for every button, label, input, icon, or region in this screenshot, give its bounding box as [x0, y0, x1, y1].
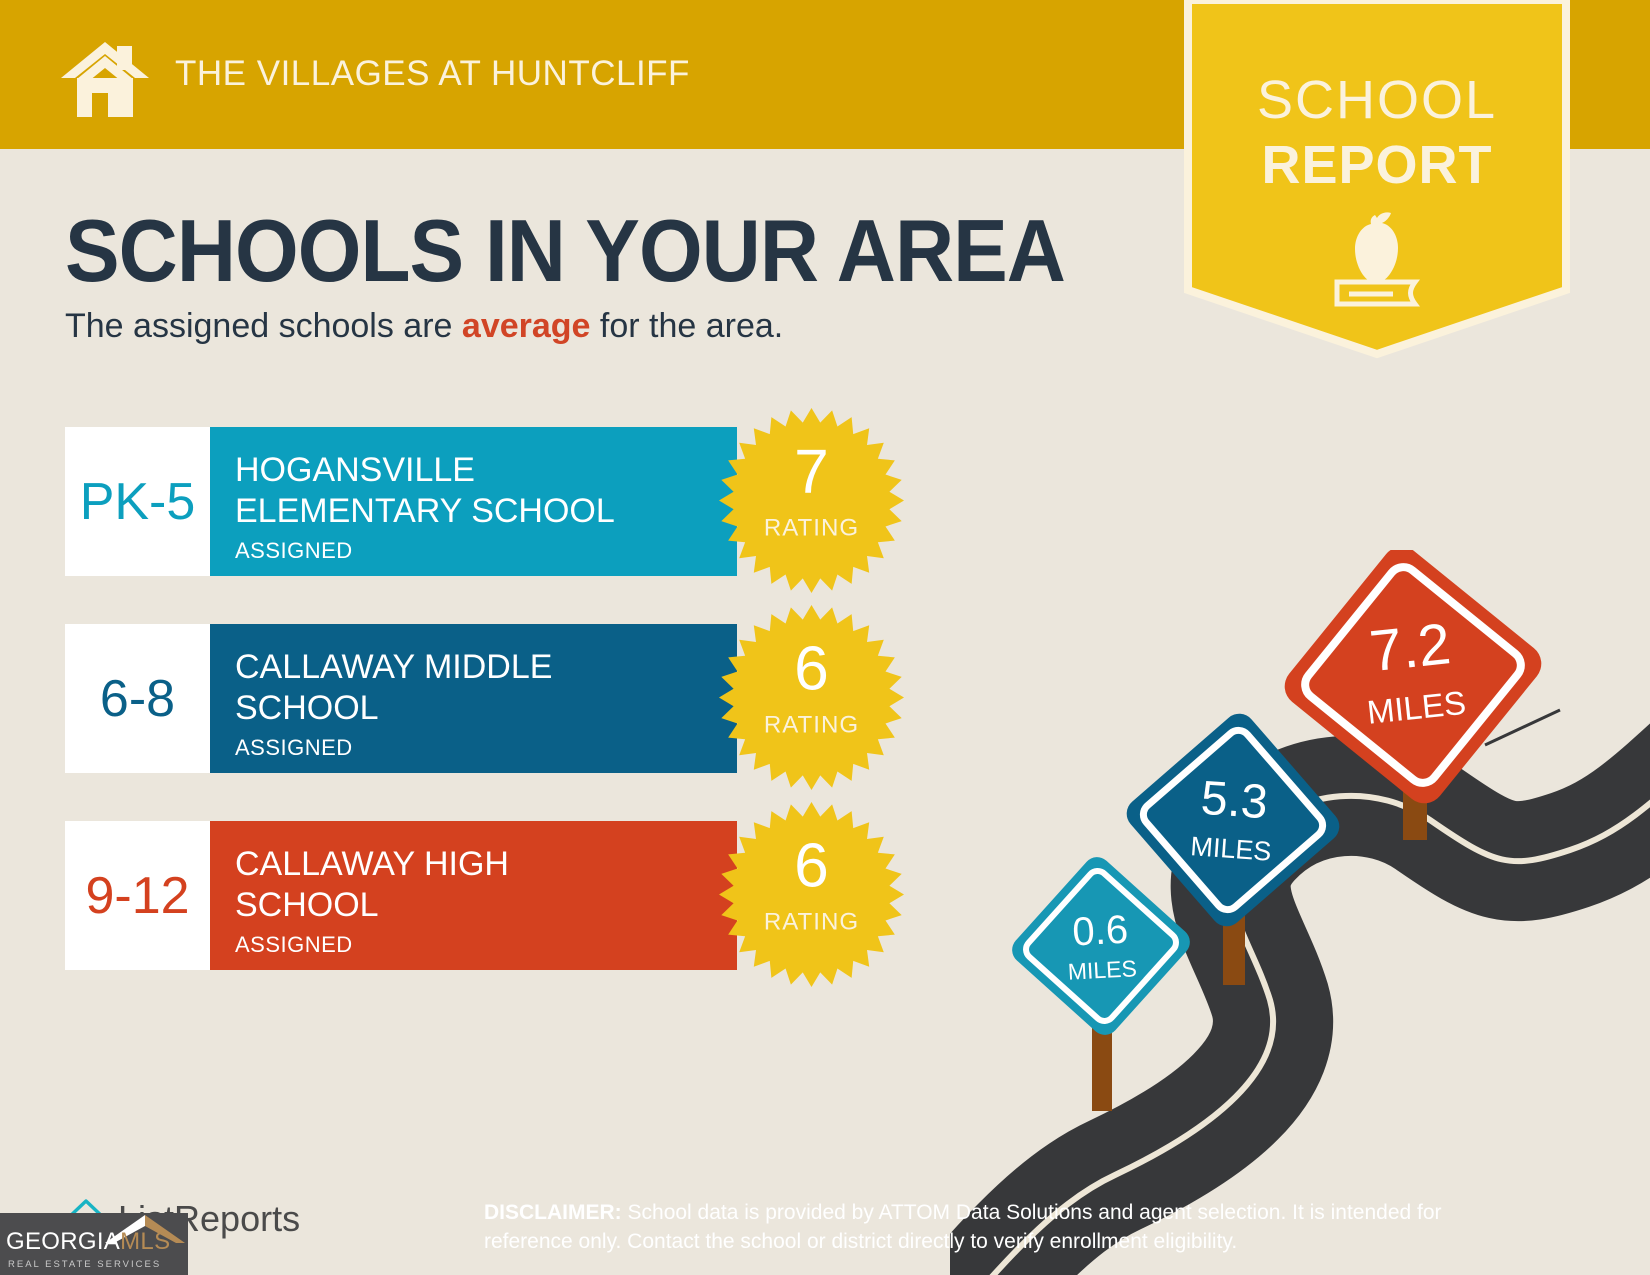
svg-text:REPORT: REPORT — [1261, 135, 1492, 195]
svg-text:5.3: 5.3 — [1199, 772, 1269, 830]
svg-text:RATING: RATING — [764, 712, 859, 739]
svg-text:MILES: MILES — [1067, 955, 1137, 985]
svg-text:7: 7 — [794, 437, 829, 506]
svg-text:RATING: RATING — [764, 515, 859, 542]
svg-text:7.2: 7.2 — [1367, 611, 1454, 684]
svg-text:6: 6 — [794, 634, 829, 703]
svg-text:6: 6 — [794, 831, 829, 900]
svg-text:0.6: 0.6 — [1071, 908, 1129, 955]
svg-text:SCHOOL: SCHOOL — [1257, 70, 1497, 130]
svg-text:MILES: MILES — [1190, 831, 1273, 867]
svg-text:RATING: RATING — [764, 909, 859, 936]
